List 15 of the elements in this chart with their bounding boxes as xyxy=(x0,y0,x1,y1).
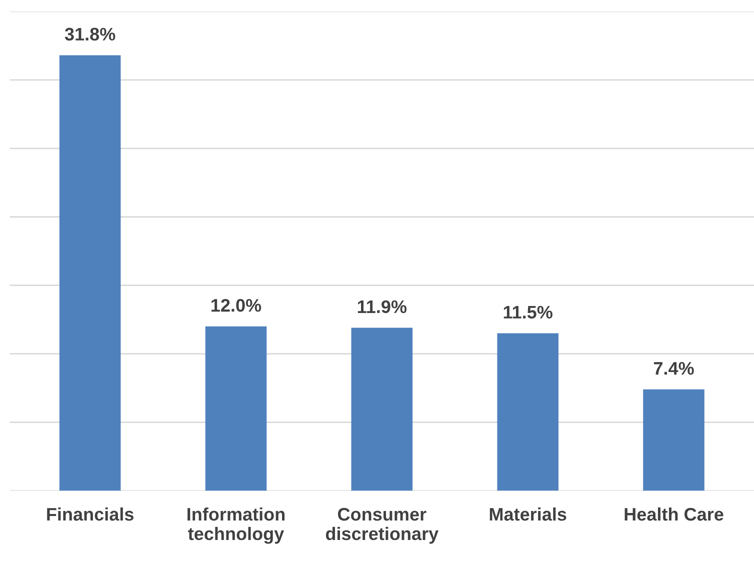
bar xyxy=(643,389,704,491)
x-tick-label: Health Care xyxy=(624,507,724,521)
data-label: 12.0% xyxy=(212,298,262,312)
bar xyxy=(59,55,121,491)
data-label: 31.8% xyxy=(64,28,116,41)
data-label: 11.5% xyxy=(504,306,552,319)
bar xyxy=(497,333,558,491)
x-tick-label: Consumer discretionary xyxy=(326,508,439,544)
data-label: 11.9% xyxy=(358,300,407,314)
data-label: 7.4% xyxy=(654,362,694,375)
bar xyxy=(351,328,413,491)
x-tick-label: Financials xyxy=(47,507,134,521)
x-tick-label: Materials xyxy=(490,507,566,521)
bar xyxy=(205,326,267,491)
x-tick-label: Information technology xyxy=(188,507,285,544)
